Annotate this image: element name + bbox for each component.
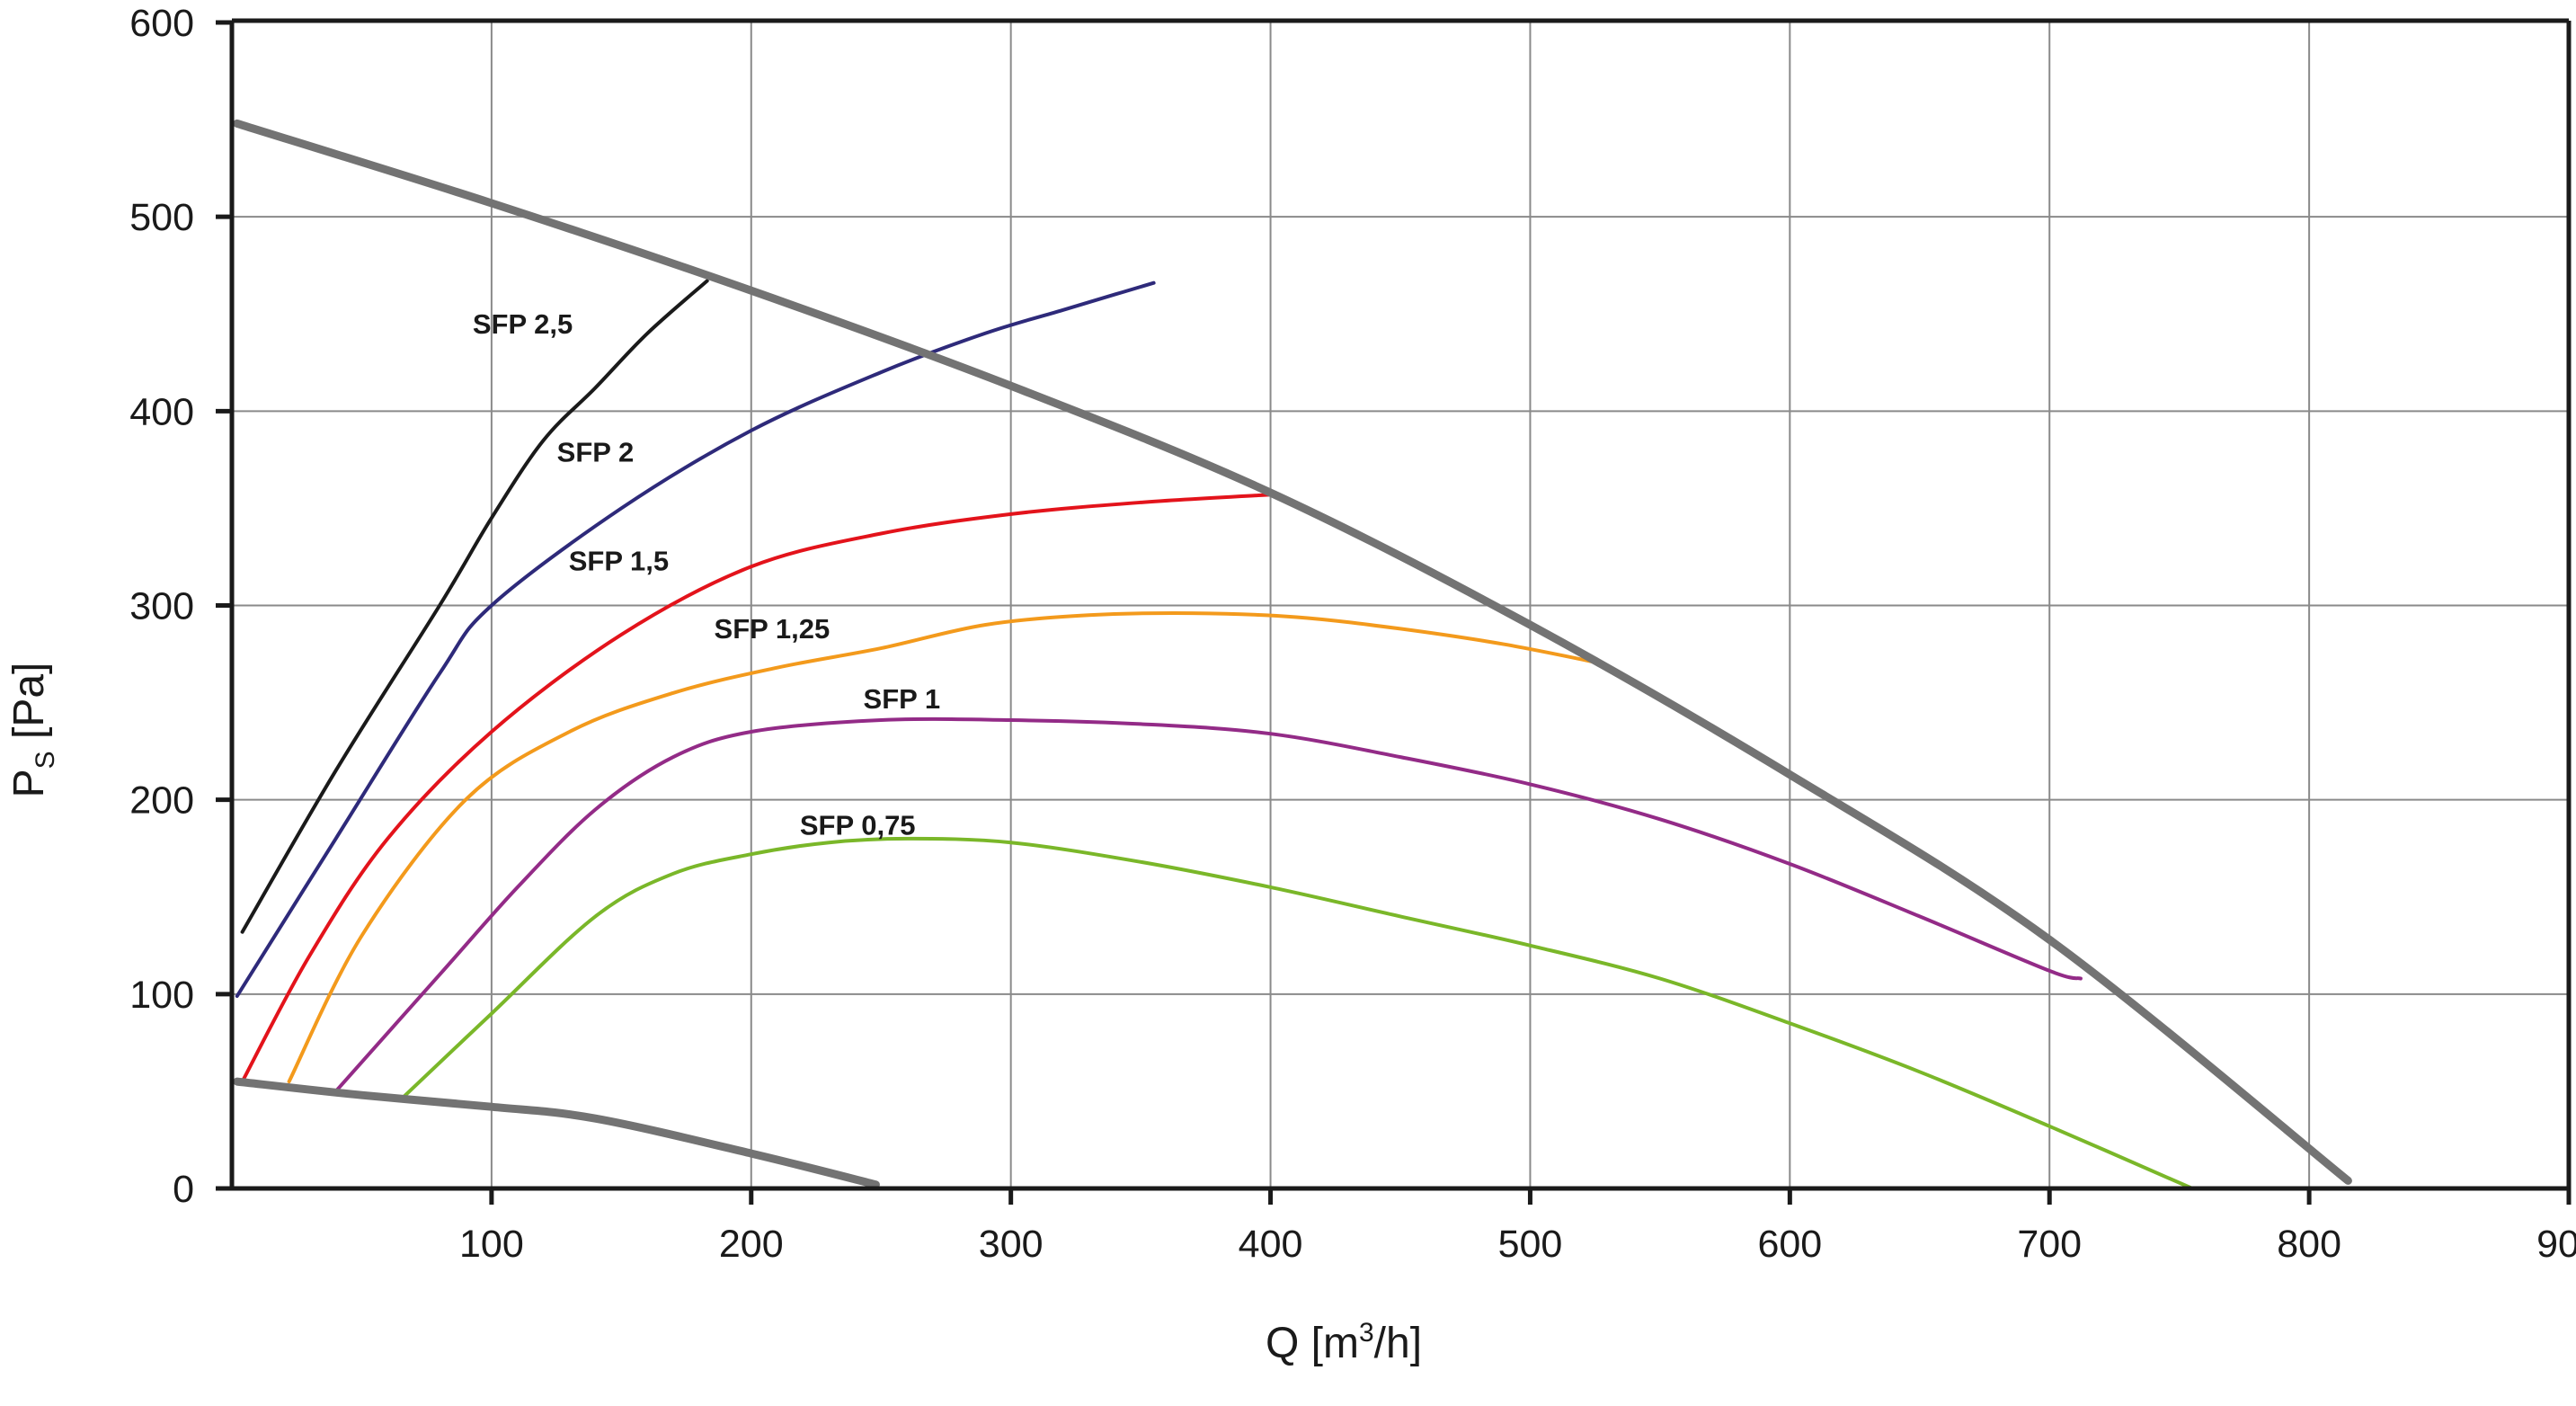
y-tick-label: 300 [129, 585, 194, 628]
y-tick-label: 200 [129, 779, 194, 823]
fan-limit-curve [233, 119, 2352, 1185]
x-tick-label: 900 [2536, 1223, 2576, 1266]
y-tick-label: 0 [173, 1168, 194, 1211]
fan-limit-curve [233, 1077, 880, 1189]
x-tick-label: 500 [1498, 1223, 1563, 1266]
series-line-sfp-2 [235, 280, 1156, 998]
y-tick-label: 600 [129, 2, 194, 45]
y-tick-label: 400 [129, 390, 194, 433]
series-label: SFP 0,75 [800, 810, 916, 841]
tick-labels: 100 200 300 400 500 600 700 800 900 0 100 200 300 400… [129, 2, 2576, 1266]
grid-lines [232, 22, 2569, 1188]
series-labels: SFP 2,5 SFP 2 SFP 1,5 SFP 1,25 SFP 1 SFP 0,75 [473, 308, 940, 841]
series-label: SFP 1,5 [569, 546, 669, 577]
series-line-sfp-2-5 [240, 279, 709, 934]
curves [233, 119, 2352, 1190]
x-axis-title: Q [m3/h] [1266, 1318, 1422, 1367]
series-line-sfp-1-25 [287, 611, 1605, 1084]
y-axis-title: PS [Pa] [5, 663, 60, 798]
x-tick-label: 200 [719, 1223, 784, 1266]
series-line-sfp-0-75 [401, 836, 2195, 1190]
series-label: SFP 1 [864, 683, 941, 715]
y-tick-label: 500 [129, 196, 194, 239]
x-tick-label: 100 [459, 1223, 524, 1266]
x-tick-label: 400 [1239, 1223, 1303, 1266]
x-tick-label: 700 [2017, 1223, 2082, 1266]
series-label: SFP 1,25 [715, 613, 831, 645]
series-label: SFP 2 [557, 437, 635, 468]
y-tick-label: 100 [129, 974, 194, 1017]
x-tick-label: 800 [2277, 1223, 2341, 1266]
series-label: SFP 2,5 [473, 308, 573, 340]
x-tick-label: 600 [1757, 1223, 1822, 1266]
x-tick-label: 300 [979, 1223, 1044, 1266]
series-line-sfp-1 [333, 716, 2083, 1093]
series-line-sfp-1-5 [240, 493, 1273, 1084]
axes [216, 18, 2572, 1205]
